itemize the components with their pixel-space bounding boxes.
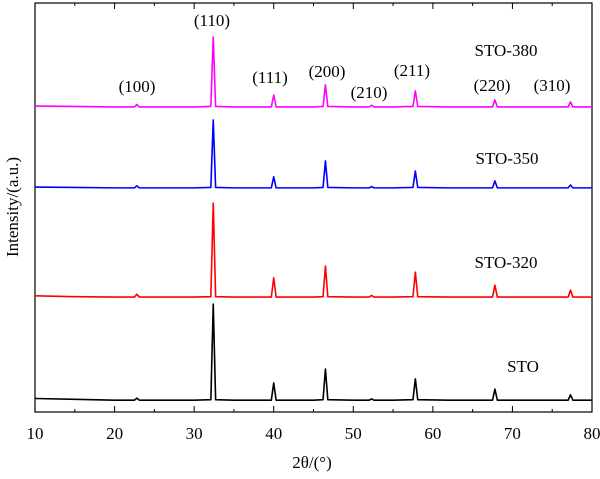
xrd-line — [34, 303, 592, 401]
series-label: STO — [507, 357, 539, 376]
peak-label: (210) — [351, 83, 388, 102]
xrd-line — [34, 36, 592, 108]
series-label: STO-380 — [475, 41, 538, 60]
x-tick-label: 20 — [106, 424, 123, 443]
series-label: STO-320 — [475, 253, 538, 272]
x-axis-label: 2θ/(°) — [292, 453, 332, 472]
peak-label: (211) — [394, 61, 430, 80]
peak-label: (111) — [252, 68, 288, 87]
xrd-line — [34, 119, 592, 189]
y-axis-label: Intensity/(a.u.) — [3, 157, 22, 257]
x-tick-label: 40 — [265, 424, 282, 443]
peak-label: (110) — [194, 11, 230, 30]
x-tick-label: 10 — [27, 424, 44, 443]
x-tick-label: 30 — [186, 424, 203, 443]
peak-label: (220) — [474, 76, 511, 95]
xrd-line — [34, 202, 592, 298]
series-label: STO-350 — [476, 149, 539, 168]
x-tick-label: 80 — [584, 424, 600, 443]
x-tick-label: 60 — [424, 424, 441, 443]
x-tick-label: 70 — [504, 424, 521, 443]
x-tick-label: 50 — [345, 424, 362, 443]
peak-label: (200) — [309, 62, 346, 81]
peak-label: (310) — [534, 76, 571, 95]
peak-label: (100) — [119, 77, 156, 96]
